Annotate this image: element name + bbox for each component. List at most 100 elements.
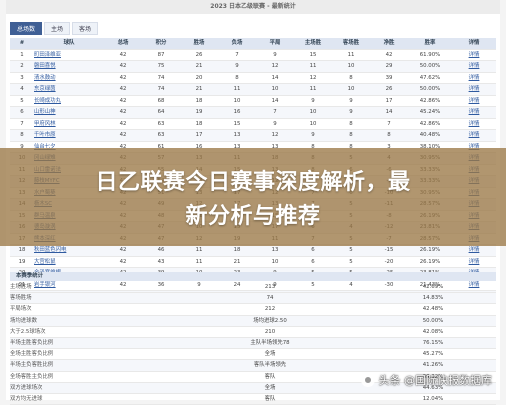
details-link[interactable]: 详情	[452, 244, 496, 257]
table-cell: 18	[10, 244, 34, 257]
details-link[interactable]: 详情	[452, 83, 496, 96]
table-cell: 43	[142, 256, 180, 268]
table-cell: 12	[256, 129, 294, 142]
table-row: 7 甲府风林 42 63 18 15 9 10 8 7 42.86% 详情	[10, 118, 496, 130]
tab-away[interactable]: 客场	[72, 22, 99, 35]
table-cell: 50.00%	[408, 83, 452, 96]
stats-row: 全场客胜主负比例 客队 39.32%	[10, 371, 496, 383]
table-cell: 47.62%	[408, 72, 452, 84]
stat-value: 39.32%	[370, 371, 496, 383]
stat-value: 主队半场领先78	[170, 337, 370, 350]
stat-value: 客队	[170, 371, 370, 383]
details-link[interactable]: 详情	[452, 60, 496, 73]
column-header: 主场胜	[294, 38, 332, 50]
table-cell: 21	[218, 256, 256, 268]
stat-label: 双方均无进球	[10, 393, 170, 405]
team-link[interactable]: 东京绿茵	[34, 83, 104, 96]
details-link[interactable]: 详情	[452, 72, 496, 84]
table-cell: 18	[180, 95, 218, 107]
table-cell: 42.86%	[408, 95, 452, 107]
tab-home[interactable]: 主场	[44, 22, 71, 35]
column-header: 胜率	[408, 38, 452, 50]
table-cell: 16	[218, 106, 256, 119]
headline-line-1: 日乙联赛今日赛事深度解析，最	[95, 170, 411, 195]
column-header: 球队	[34, 38, 104, 50]
stat-label: 场均进球数	[10, 315, 170, 327]
table-cell: 2	[10, 60, 34, 73]
table-cell: 42.86%	[408, 118, 452, 130]
table-cell: 6	[10, 106, 34, 119]
stat-value: 42.48%	[370, 303, 496, 316]
table-cell: 21	[180, 83, 218, 96]
table-row: 6 山形山神 42 64 19 16 7 10 9 14 45.24% 详情	[10, 106, 496, 119]
table-cell: 11	[294, 60, 332, 73]
team-link[interactable]: 甲府风林	[34, 118, 104, 130]
table-cell: 45.24%	[408, 106, 452, 119]
stat-label: 全场客胜主负比例	[10, 371, 170, 383]
details-link[interactable]: 详情	[452, 256, 496, 268]
details-link[interactable]: 详情	[452, 129, 496, 142]
table-cell: 15	[218, 118, 256, 130]
team-link[interactable]: 秋田蓝色闪电	[34, 244, 104, 257]
table-cell: 26	[370, 83, 408, 96]
table-cell: 1	[10, 49, 34, 61]
stat-label: 客场胜场	[10, 292, 170, 305]
table-cell: 63	[142, 129, 180, 142]
table-cell: 10	[294, 118, 332, 130]
stat-value: 45.27%	[370, 348, 496, 361]
table-cell: 74	[142, 72, 180, 84]
table-row: 9 仙台七夕 42 61 16 13 13 8 8 3 38.10% 详情	[10, 141, 496, 153]
table-cell: 42	[104, 83, 142, 96]
table-row: 8 千叶市原 42 63 17 13 12 9 8 8 40.48% 详情	[10, 129, 496, 142]
table-cell: 8	[218, 72, 256, 84]
details-link[interactable]: 详情	[452, 118, 496, 130]
table-row: 3 清水鼓动 42 74 20 8 14 12 8 39 47.62% 详情	[10, 72, 496, 84]
table-cell: 42	[104, 95, 142, 107]
stat-label: 半场主负客胜比例	[10, 359, 170, 372]
table-cell: 9	[256, 49, 294, 61]
table-cell: 42	[104, 244, 142, 257]
stat-value: 14.83%	[370, 292, 496, 305]
table-cell: 10	[256, 256, 294, 268]
toutiao-logo-icon	[360, 373, 375, 387]
headline-banner	[0, 148, 506, 246]
team-link[interactable]: 清水鼓动	[34, 72, 104, 84]
table-cell: 42	[104, 256, 142, 268]
table-cell: 10	[332, 83, 370, 96]
column-header: 负场	[218, 38, 256, 50]
table-cell: 19	[10, 256, 34, 268]
column-header: 积分	[142, 38, 180, 50]
table-cell: 87	[142, 49, 180, 61]
table-cell: 5	[332, 256, 370, 268]
table-cell: 42	[104, 72, 142, 84]
table-row: 5 长崎成功丸 42 68 18 10 14 9 9 17 42.86% 详情	[10, 95, 496, 107]
details-link[interactable]: 详情	[452, 95, 496, 107]
team-link[interactable]: 山形山神	[34, 106, 104, 119]
table-cell: 26.19%	[408, 256, 452, 268]
team-link[interactable]: 大宫松鼠	[34, 256, 104, 268]
stats-row: 客场胜场 74 14.83%	[10, 292, 496, 305]
team-link[interactable]: 长崎成功丸	[34, 95, 104, 107]
table-row: 19 大宫松鼠 42 43 11 21 10 6 5 -20 26.19% 详情	[10, 256, 496, 268]
team-link[interactable]: 町田泽维亚	[34, 49, 104, 61]
table-cell: 7	[256, 106, 294, 119]
table-cell: 29	[370, 60, 408, 73]
tab-total[interactable]: 总场数	[10, 22, 43, 35]
table-cell: 7	[10, 118, 34, 130]
table-cell: 8	[332, 129, 370, 142]
table-cell: 63	[142, 118, 180, 130]
details-link[interactable]: 详情	[452, 106, 496, 119]
page-title: 2023 日本乙级联赛 - 最新统计	[6, 0, 500, 14]
table-cell: 17	[370, 95, 408, 107]
table-cell: 21	[180, 60, 218, 73]
team-link[interactable]: 千叶市原	[34, 129, 104, 142]
details-link[interactable]: 详情	[452, 49, 496, 61]
table-cell: 50.00%	[408, 60, 452, 73]
table-cell: 7	[218, 49, 256, 61]
column-header: 客场胜	[332, 38, 370, 50]
stat-value: 74	[170, 292, 370, 305]
stats-row: 主场胜场 213 42.69%	[10, 282, 496, 294]
table-cell: 20	[180, 72, 218, 84]
table-cell: 18	[180, 118, 218, 130]
team-link[interactable]: 磐田喜悦	[34, 60, 104, 73]
